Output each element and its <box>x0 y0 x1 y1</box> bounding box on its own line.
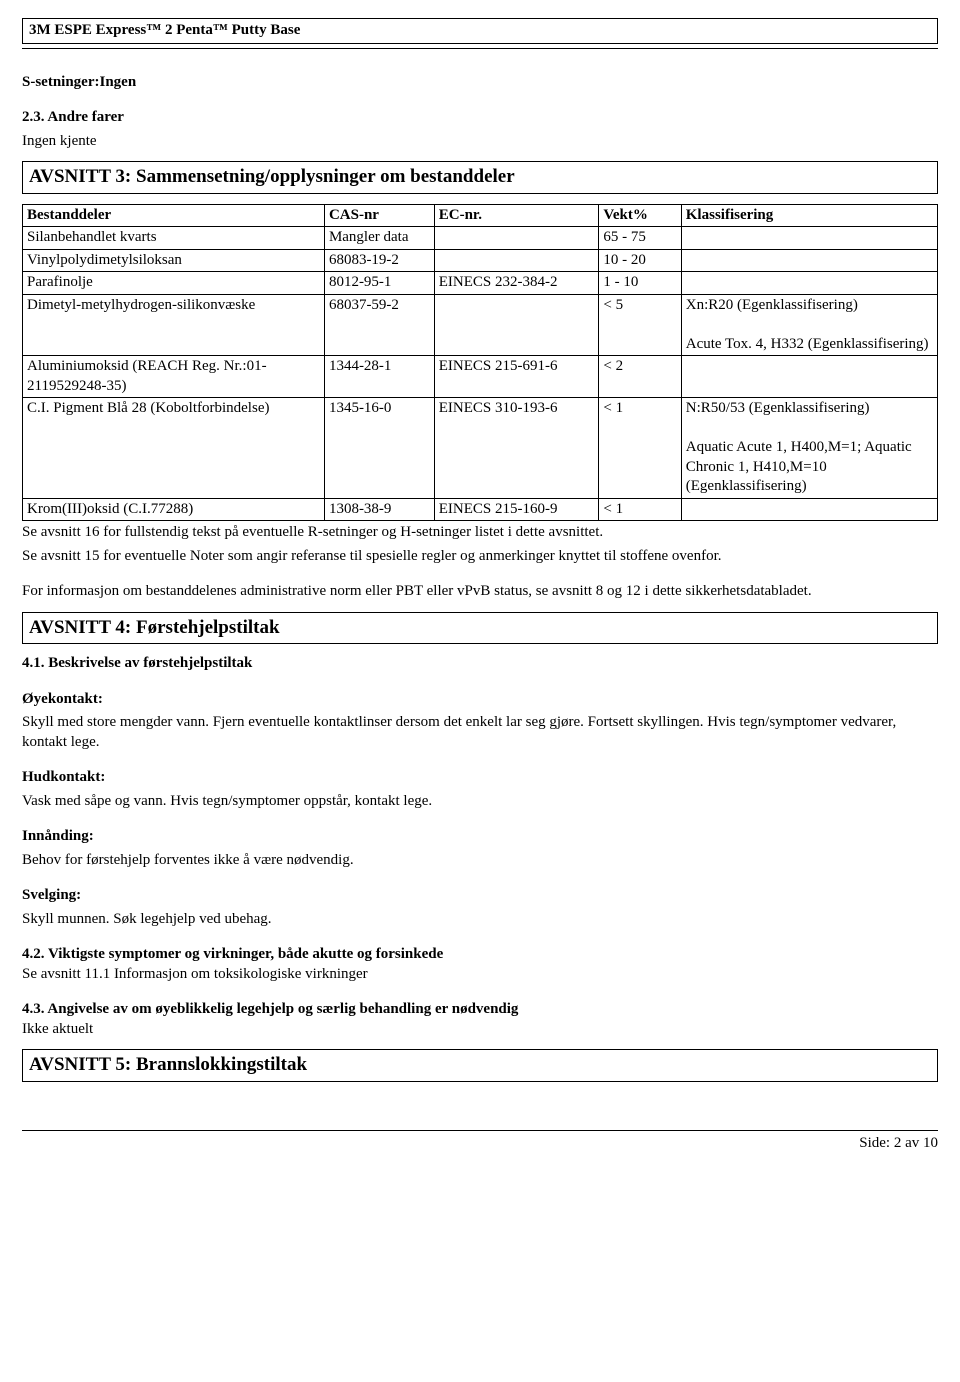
table-cell: EINECS 232-384-2 <box>434 272 599 295</box>
table-cell: < 1 <box>599 398 681 499</box>
table-row: C.I. Pigment Blå 28 (Koboltforbindelse)1… <box>23 398 938 499</box>
page-footer: Side: 2 av 10 <box>22 1134 938 1154</box>
table-cell: < 2 <box>599 356 681 398</box>
inhale-body: Behov for førstehjelp forventes ikke å v… <box>22 851 938 871</box>
section3-note-2: Se avsnitt 15 for eventuelle Noter som a… <box>22 547 938 567</box>
table-cell: < 1 <box>599 498 681 521</box>
table-cell <box>434 294 599 356</box>
col-ecnr: EC-nr. <box>434 204 599 227</box>
section3-note-3: For informasjon om bestanddelenes admini… <box>22 582 938 602</box>
table-row: Vinylpolydimetylsiloksan68083-19-2 10 - 2… <box>23 249 938 272</box>
sub-4-3-body: Ikke aktuelt <box>22 1021 93 1037</box>
table-cell: EINECS 215-691-6 <box>434 356 599 398</box>
document-header: 3M ESPE Express™ 2 Penta™ Putty Base <box>22 18 938 44</box>
table-cell: 68083-19-2 <box>324 249 434 272</box>
table-cell: 1344-28-1 <box>324 356 434 398</box>
table-cell: Aluminiumoksid (REACH Reg. Nr.:01-211952… <box>23 356 325 398</box>
section3-note-1: Se avsnitt 16 for fullstendig tekst på e… <box>22 523 938 543</box>
table-cell: EINECS 310-193-6 <box>434 398 599 499</box>
table-header-row: Bestanddeler CAS-nr EC-nr. Vekt% Klassif… <box>23 204 938 227</box>
skin-contact-body: Vask med såpe og vann. Hvis tegn/symptom… <box>22 792 938 812</box>
eye-contact-title: Øyekontakt: <box>22 690 938 710</box>
table-row: Krom(III)oksid (C.I.77288)1308-38-9EINEC… <box>23 498 938 521</box>
sub-4-2: 4.2. Viktigste symptomer og virkninger, … <box>22 945 938 984</box>
table-cell: 1345-16-0 <box>324 398 434 499</box>
table-cell <box>681 272 937 295</box>
sub-4-3: 4.3. Angivelse av om øyeblikkelig legehj… <box>22 1000 938 1039</box>
table-cell: C.I. Pigment Blå 28 (Koboltforbindelse) <box>23 398 325 499</box>
footer-divider <box>22 1130 938 1131</box>
table-cell: Dimetyl-metylhydrogen-silikonvæske <box>23 294 325 356</box>
table-cell: 10 - 20 <box>599 249 681 272</box>
header-divider <box>22 48 938 49</box>
table-cell: EINECS 215-160-9 <box>434 498 599 521</box>
table-cell <box>434 227 599 250</box>
table-cell: < 5 <box>599 294 681 356</box>
product-name: 3M ESPE Express™ 2 Penta™ Putty Base <box>29 22 300 38</box>
table-cell: Krom(III)oksid (C.I.77288) <box>23 498 325 521</box>
table-cell: Xn:R20 (Egenklassifisering) Acute Tox. 4… <box>681 294 937 356</box>
skin-contact-title: Hudkontakt: <box>22 768 938 788</box>
table-row: Aluminiumoksid (REACH Reg. Nr.:01-211952… <box>23 356 938 398</box>
sub-4-3-title: 4.3. Angivelse av om øyeblikkelig legehj… <box>22 1001 518 1017</box>
col-casnr: CAS-nr <box>324 204 434 227</box>
col-klass: Klassifisering <box>681 204 937 227</box>
sub-2-3-body: Ingen kjente <box>22 132 938 152</box>
sub-4-1-title: 4.1. Beskrivelse av førstehjelpstiltak <box>22 654 938 674</box>
inhale-title: Innånding: <box>22 827 938 847</box>
sub-4-2-body: Se avsnitt 11.1 Informasjon om toksikolo… <box>22 966 368 982</box>
table-cell: 8012-95-1 <box>324 272 434 295</box>
swallow-title: Svelging: <box>22 886 938 906</box>
table-row: Parafinolje8012-95-1EINECS 232-384-21 - … <box>23 272 938 295</box>
composition-table: Bestanddeler CAS-nr EC-nr. Vekt% Klassif… <box>22 204 938 522</box>
table-cell: N:R50/53 (Egenklassifisering) Aquatic Ac… <box>681 398 937 499</box>
table-cell: Silanbehandlet kvarts <box>23 227 325 250</box>
table-cell: Vinylpolydimetylsiloksan <box>23 249 325 272</box>
table-cell: Mangler data <box>324 227 434 250</box>
s-phrases: S-setninger:Ingen <box>22 73 938 93</box>
table-cell <box>681 227 937 250</box>
col-vekt: Vekt% <box>599 204 681 227</box>
table-cell <box>681 249 937 272</box>
sub-4-2-title: 4.2. Viktigste symptomer og virkninger, … <box>22 946 443 962</box>
table-cell: 1 - 10 <box>599 272 681 295</box>
table-cell: 1308-38-9 <box>324 498 434 521</box>
section-4-title: AVSNITT 4: Førstehjelpstiltak <box>22 612 938 645</box>
eye-contact-body: Skyll med store mengder vann. Fjern even… <box>22 713 938 752</box>
table-cell <box>681 498 937 521</box>
table-cell: 65 - 75 <box>599 227 681 250</box>
col-bestanddeler: Bestanddeler <box>23 204 325 227</box>
table-row: Dimetyl-metylhydrogen-silikonvæske68037-… <box>23 294 938 356</box>
table-cell <box>434 249 599 272</box>
swallow-body: Skyll munnen. Søk legehjelp ved ubehag. <box>22 910 938 930</box>
table-cell: Parafinolje <box>23 272 325 295</box>
section-5-title: AVSNITT 5: Brannslokkingstiltak <box>22 1049 938 1082</box>
table-row: Silanbehandlet kvartsMangler data 65 - 75 <box>23 227 938 250</box>
table-cell <box>681 356 937 398</box>
section-3-title: AVSNITT 3: Sammensetning/opplysninger om… <box>22 161 938 194</box>
table-cell: 68037-59-2 <box>324 294 434 356</box>
sub-2-3-title: 2.3. Andre farer <box>22 108 938 128</box>
